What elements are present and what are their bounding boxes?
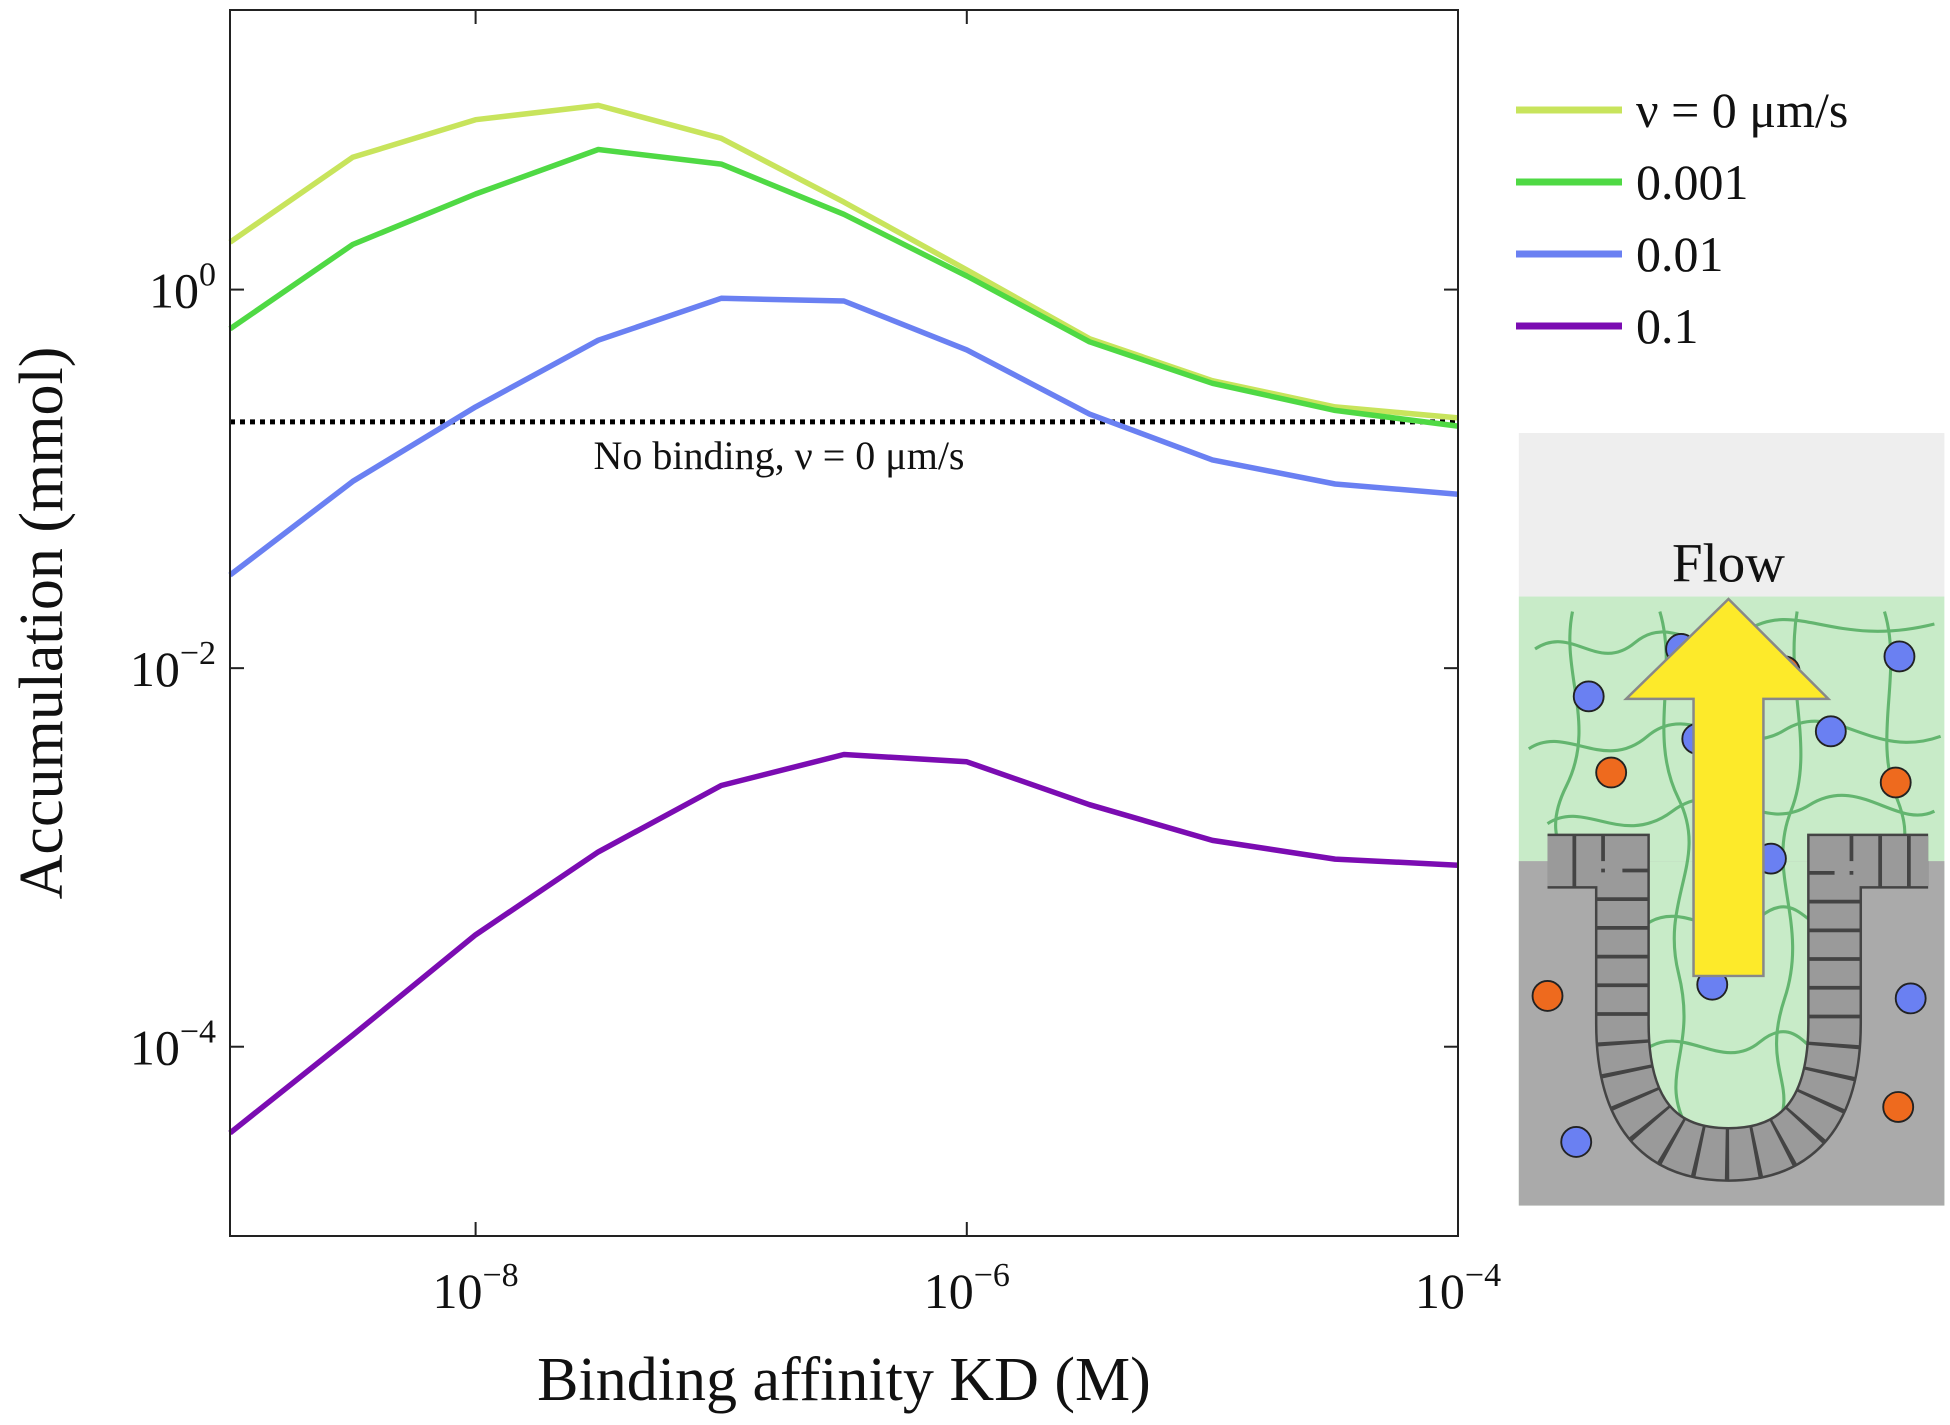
- x-axis-label: Binding affinity KD (M): [537, 1346, 1151, 1414]
- series-line: [228, 102, 1459, 421]
- y-tick-label: 10−4: [130, 1014, 216, 1076]
- series-line: [228, 295, 1459, 578]
- plot-frame: [229, 9, 1459, 1237]
- x-tick-label: 10−4: [1415, 1257, 1501, 1319]
- x-tick-label-base: 10: [924, 1263, 974, 1319]
- x-tick-label-base: 10: [1415, 1263, 1465, 1319]
- y-tick-label: 10−2: [130, 635, 216, 697]
- schematic: Flow: [1518, 433, 1945, 1206]
- y-tick-label-base: 10: [130, 641, 180, 697]
- y-tick-label-exponent: −4: [180, 1014, 216, 1051]
- legend-label: ν = 0 μm/s: [1636, 82, 1848, 138]
- lumen: [1518, 433, 1945, 597]
- x-tick-label-exponent: −6: [974, 1257, 1010, 1294]
- x-tick-label-exponent: −4: [1465, 1257, 1501, 1294]
- flow-arrow: [1623, 597, 1832, 978]
- y-axis-label: Accumulation (mmol): [8, 347, 76, 900]
- x-tick-label: 10−8: [433, 1257, 519, 1319]
- x-tick-label-base: 10: [433, 1263, 483, 1319]
- series-line: [228, 146, 1459, 429]
- reference-label: No binding, ν = 0 μm/s: [594, 433, 965, 478]
- y-tick-label-exponent: 0: [199, 257, 216, 294]
- epithelial-cells: [1547, 836, 1929, 1180]
- x-tick-label: 10−6: [924, 1257, 1010, 1319]
- series-line: [228, 751, 1459, 1136]
- flow-label: Flow: [1672, 533, 1785, 594]
- legend-label: 0.01: [1636, 226, 1724, 282]
- y-tick-label-exponent: −2: [180, 635, 216, 672]
- x-tick-label-exponent: −8: [483, 1257, 519, 1294]
- y-tick-label-base: 10: [130, 1020, 180, 1076]
- legend-label: 0.1: [1636, 298, 1699, 354]
- y-tick-label-base: 10: [149, 263, 199, 319]
- y-tick-label: 100: [149, 257, 216, 319]
- legend-label: 0.001: [1636, 154, 1749, 210]
